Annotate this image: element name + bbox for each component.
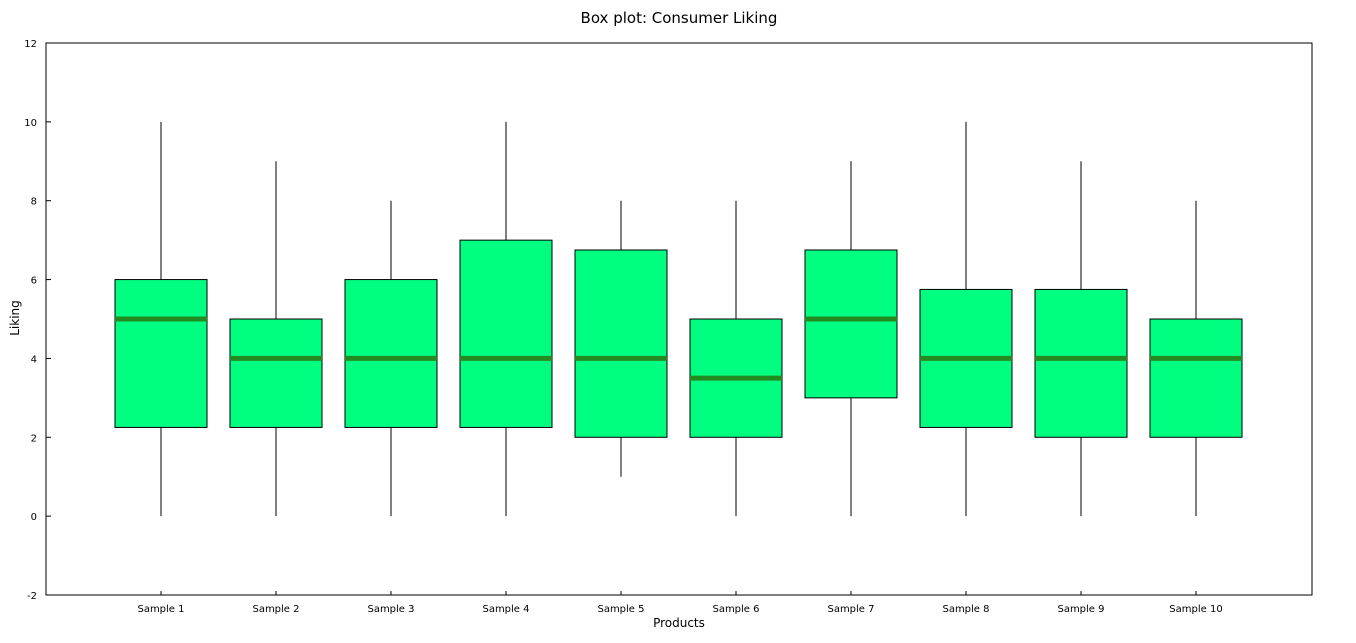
box bbox=[1149, 318, 1243, 438]
y-tick-label: 2 bbox=[31, 433, 37, 444]
chart-title: Box plot: Consumer Liking bbox=[581, 9, 778, 27]
y-axis-label: Liking bbox=[8, 300, 22, 336]
x-tick-label: Sample 8 bbox=[942, 604, 989, 615]
x-tick-label: Sample 7 bbox=[827, 604, 874, 615]
y-tick-label: 12 bbox=[24, 39, 37, 50]
box bbox=[229, 318, 323, 428]
y-tick-label: 4 bbox=[31, 354, 37, 365]
x-tick-label: Sample 9 bbox=[1057, 604, 1104, 615]
x-tick-label: Sample 10 bbox=[1169, 604, 1222, 615]
box bbox=[1034, 288, 1128, 438]
x-axis-label: Products bbox=[653, 616, 705, 630]
x-tick-label: Sample 6 bbox=[712, 604, 759, 615]
x-tick-label: Sample 1 bbox=[137, 604, 184, 615]
plot-frame bbox=[45, 42, 1313, 596]
box bbox=[344, 279, 438, 428]
box bbox=[574, 249, 668, 438]
y-tick-label: 6 bbox=[31, 276, 37, 287]
x-tick-label: Sample 4 bbox=[482, 604, 529, 615]
y-tick-label: 10 bbox=[24, 118, 37, 129]
y-tick-label: 8 bbox=[31, 197, 37, 208]
plot-area: -2 0 2 4 6 8 10 12 Sample 1 Sample 2 Sample 3 Sampl… bbox=[24, 39, 1243, 615]
y-tick-label: -2 bbox=[27, 591, 37, 602]
x-tick-label: Sample 2 bbox=[252, 604, 299, 615]
box bbox=[114, 279, 208, 428]
x-tick-label: Sample 5 bbox=[597, 604, 644, 615]
y-tick-label: 0 bbox=[31, 512, 37, 523]
box bbox=[459, 239, 553, 428]
box bbox=[804, 249, 898, 399]
x-tick-label: Sample 3 bbox=[367, 604, 414, 615]
